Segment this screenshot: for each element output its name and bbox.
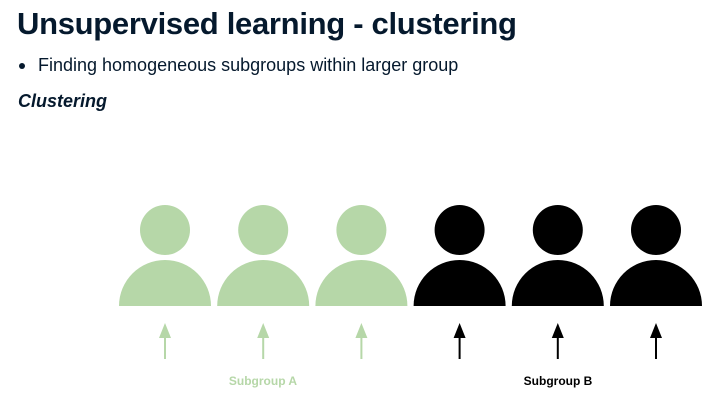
arrow-up-icon xyxy=(159,323,171,359)
person-body xyxy=(610,260,702,306)
arrow-up-icon xyxy=(453,323,466,359)
person-icon xyxy=(315,205,408,306)
bullet-dot-icon xyxy=(19,62,25,69)
subgroup-b-label: Subgroup B xyxy=(523,374,593,388)
subgroup-a-label: Subgroup A xyxy=(228,374,298,388)
person-icon xyxy=(413,205,506,306)
person-head xyxy=(532,205,583,255)
person-icon xyxy=(511,205,604,306)
bullet-list: Finding homogeneous subgroups within lar… xyxy=(17,55,458,76)
slide-title: Unsupervised learning - clustering xyxy=(17,6,517,41)
arrow-up-icon xyxy=(650,323,662,359)
person-body xyxy=(217,260,310,306)
arrow-up-icon xyxy=(355,323,368,359)
person-icon xyxy=(610,205,702,306)
person-icon xyxy=(217,205,310,306)
person-body xyxy=(119,260,211,306)
person-icon xyxy=(119,205,211,306)
person-head xyxy=(238,205,289,255)
person-head xyxy=(336,205,387,255)
person-head xyxy=(631,205,681,255)
arrow-up-icon xyxy=(257,323,270,359)
person-body xyxy=(315,260,408,306)
person-head xyxy=(140,205,190,255)
arrow-up-icon xyxy=(551,323,564,359)
bullet-text: Finding homogeneous subgroups within lar… xyxy=(38,55,459,75)
person-head xyxy=(434,205,485,255)
person-body xyxy=(511,260,604,306)
subheading: Clustering xyxy=(18,91,108,111)
bullet-item: Finding homogeneous subgroups within lar… xyxy=(17,55,458,76)
person-body xyxy=(413,260,506,306)
